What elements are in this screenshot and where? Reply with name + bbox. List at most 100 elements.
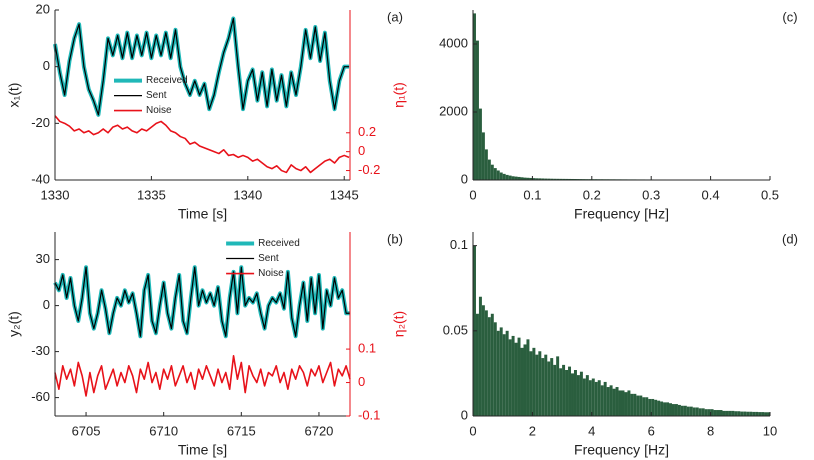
x-tick-label: 6720 (304, 423, 333, 438)
bar (594, 381, 598, 416)
bar (520, 177, 524, 180)
bar (514, 342, 518, 416)
bar (571, 373, 574, 416)
legend-label: Noise (258, 268, 284, 279)
bar (707, 409, 711, 416)
bar (553, 178, 557, 180)
bar (508, 175, 512, 180)
bar (475, 313, 479, 416)
series-line (54, 266, 350, 337)
x-axis-label: Time [s] (178, 206, 227, 222)
bar (761, 412, 765, 416)
x-tick-label: 0.4 (702, 187, 720, 202)
x-tick-label: 0 (469, 187, 476, 202)
bar (651, 398, 655, 416)
bar (565, 178, 569, 180)
bar (541, 358, 545, 416)
y-tick-label: 0 (461, 407, 468, 422)
y2-tick-label: 0 (358, 143, 365, 158)
bar (579, 371, 583, 416)
bar (526, 339, 530, 416)
bar (686, 406, 690, 416)
bar (550, 358, 554, 416)
bar (677, 404, 681, 416)
bar (484, 149, 488, 180)
bar (556, 178, 560, 180)
x-tick-label: 0 (469, 423, 476, 438)
bar (523, 177, 527, 180)
bar (767, 412, 770, 416)
y2-axis-label: η₁(t) (391, 82, 407, 108)
bar (544, 178, 548, 180)
panel: 0 2000 4000 0 0.1 0.2 0.3 0.4 0.5 Frequency [Hz] (… (439, 9, 798, 221)
bar (568, 178, 572, 180)
series-line (54, 354, 351, 397)
legend-label: Sent (146, 90, 167, 101)
bar (588, 380, 592, 416)
bar (517, 337, 521, 416)
panel: -40 -20 0 20 1330 1335 1340 1345 -0.2 0 0.2 Time [s… (6, 1, 407, 221)
bar (568, 366, 572, 416)
bar (478, 108, 482, 180)
y2-tick-label: -0.1 (358, 407, 380, 422)
bar (511, 176, 515, 180)
y-tick-label: -40 (31, 171, 50, 186)
bar (505, 330, 509, 416)
bar (704, 409, 708, 416)
y-tick-label: 0.1 (450, 237, 468, 252)
bar (695, 407, 699, 416)
bar (502, 173, 506, 180)
bar (654, 399, 658, 416)
bar (663, 402, 667, 416)
bar (481, 305, 485, 416)
x-tick-label: 6715 (227, 423, 256, 438)
bar (609, 385, 613, 416)
bar (544, 354, 548, 416)
bar (612, 388, 616, 416)
panel: 0 0.05 0.1 0 2 4 6 8 10 Frequency [Hz] (d) (443, 231, 798, 457)
bar (475, 40, 479, 180)
y-tick-label: -20 (31, 115, 50, 130)
bar (633, 393, 637, 416)
legend-label: Noise (146, 105, 172, 116)
legend-label: Received (146, 75, 188, 86)
bar (502, 334, 506, 416)
bar (547, 361, 551, 416)
bar (755, 411, 759, 416)
bar (490, 164, 494, 180)
bar (535, 178, 539, 180)
bar (591, 378, 595, 416)
y2-tick-label: -0.2 (358, 162, 380, 177)
bar (562, 364, 566, 416)
bar (535, 354, 539, 416)
bar (559, 368, 563, 416)
bar (556, 356, 560, 416)
bar (538, 351, 542, 416)
y2-tick-label: 0.2 (358, 124, 376, 139)
y-tick-label: 4000 (439, 35, 468, 50)
bar (508, 339, 512, 416)
bar (692, 407, 696, 416)
bar (749, 411, 753, 416)
y-axis-label: y₂(t) (6, 311, 22, 337)
bar (541, 178, 545, 180)
bar (600, 385, 604, 416)
bar (487, 317, 491, 416)
y-tick-label: 20 (36, 1, 50, 16)
x-tick-label: 0.5 (761, 187, 779, 202)
bar (630, 393, 634, 416)
bar (621, 390, 625, 416)
bar (716, 410, 720, 416)
bar (585, 375, 589, 416)
bar (606, 387, 610, 416)
bar (731, 410, 735, 416)
bar (559, 178, 563, 180)
bar (538, 178, 542, 180)
x-axis-label: Time [s] (178, 442, 227, 458)
bar (597, 380, 601, 416)
bar (639, 395, 643, 416)
x-axis-label: Frequency [Hz] (574, 206, 669, 222)
bar (743, 411, 747, 416)
x-tick-label: 2 (529, 423, 536, 438)
